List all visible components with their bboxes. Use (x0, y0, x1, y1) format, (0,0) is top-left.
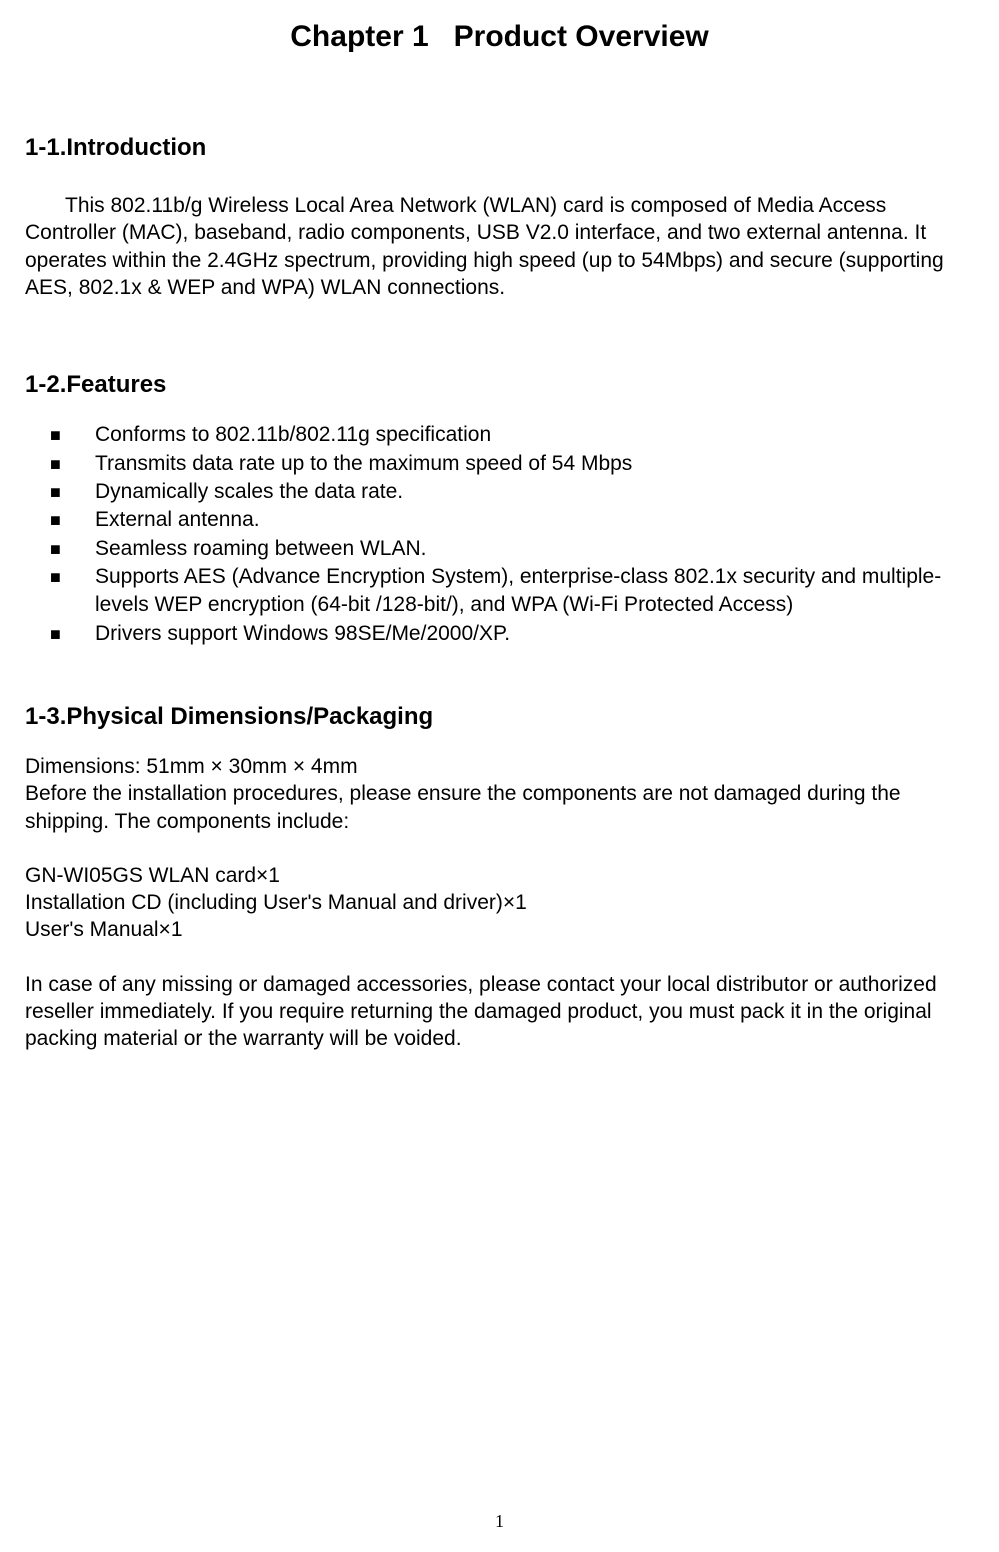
list-item: Dynamically scales the data rate. (50, 478, 974, 506)
component-item: Installation CD (including User's Manual… (25, 889, 974, 916)
page-number: 1 (0, 1511, 999, 1532)
section-1-1-body: This 802.11b/g Wireless Local Area Netwo… (25, 192, 974, 301)
chapter-title: Chapter 1 Product Overview (25, 20, 974, 54)
dimensions-block: Dimensions: 51mm × 30mm × 4mm Before the… (25, 753, 974, 835)
section-1-3-heading: 1-3.Physical Dimensions/Packaging (25, 703, 974, 731)
list-item: Drivers support Windows 98SE/Me/2000/XP. (50, 620, 974, 648)
list-item: Supports AES (Advance Encryption System)… (50, 563, 974, 620)
list-item: Conforms to 802.11b/802.11g specificatio… (50, 421, 974, 449)
features-list: Conforms to 802.11b/802.11g specificatio… (25, 421, 974, 648)
list-item: Seamless roaming between WLAN. (50, 535, 974, 563)
list-item: Transmits data rate up to the maximum sp… (50, 450, 974, 478)
component-item: GN-WI05GS WLAN card×1 (25, 862, 974, 889)
section-1-2-heading: 1-2.Features (25, 371, 974, 399)
list-item: External antenna. (50, 506, 974, 534)
component-item: User's Manual×1 (25, 916, 974, 943)
pre-components-text: Before the installation procedures, plea… (25, 780, 974, 835)
warranty-note: In case of any missing or damaged access… (25, 971, 974, 1053)
dimensions-text: Dimensions: 51mm × 30mm × 4mm (25, 753, 974, 780)
section-1-1-heading: 1-1.Introduction (25, 134, 974, 162)
components-block: GN-WI05GS WLAN card×1 Installation CD (i… (25, 862, 974, 944)
